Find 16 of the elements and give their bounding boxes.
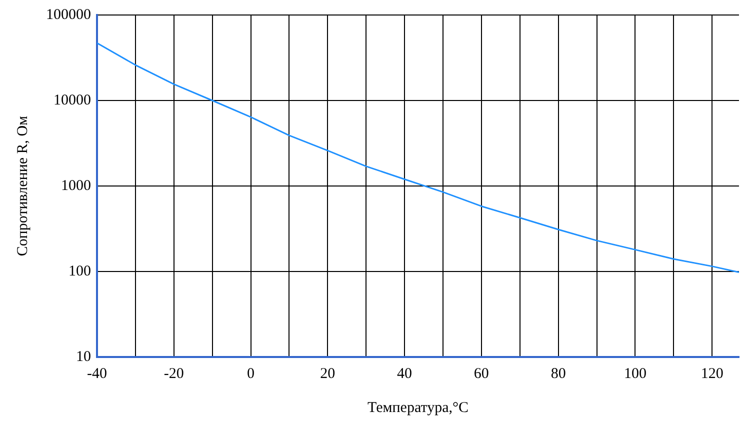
x-tick-label: 100 (624, 366, 646, 382)
y-tick-label: 10000 (54, 92, 91, 108)
x-tick-label: 0 (247, 366, 255, 382)
x-tick-label: 20 (320, 366, 336, 382)
y-tick-label: 1000 (61, 178, 91, 194)
x-tick-label: 60 (474, 366, 489, 382)
x-tick-label: 120 (700, 366, 724, 382)
x-tick-label: -20 (164, 366, 184, 382)
x-axis-title: Температура,°С (368, 400, 468, 416)
x-tick-label: 40 (397, 366, 412, 382)
x-tick-label: 80 (550, 366, 566, 382)
y-tick-label: 100 (68, 263, 91, 280)
x-tick-label: -40 (87, 366, 107, 382)
y-tick-label: 10 (76, 348, 91, 365)
y-tick-label: 100000 (46, 6, 91, 23)
y-axis-title: Сопротивление R, Ом (14, 115, 31, 256)
